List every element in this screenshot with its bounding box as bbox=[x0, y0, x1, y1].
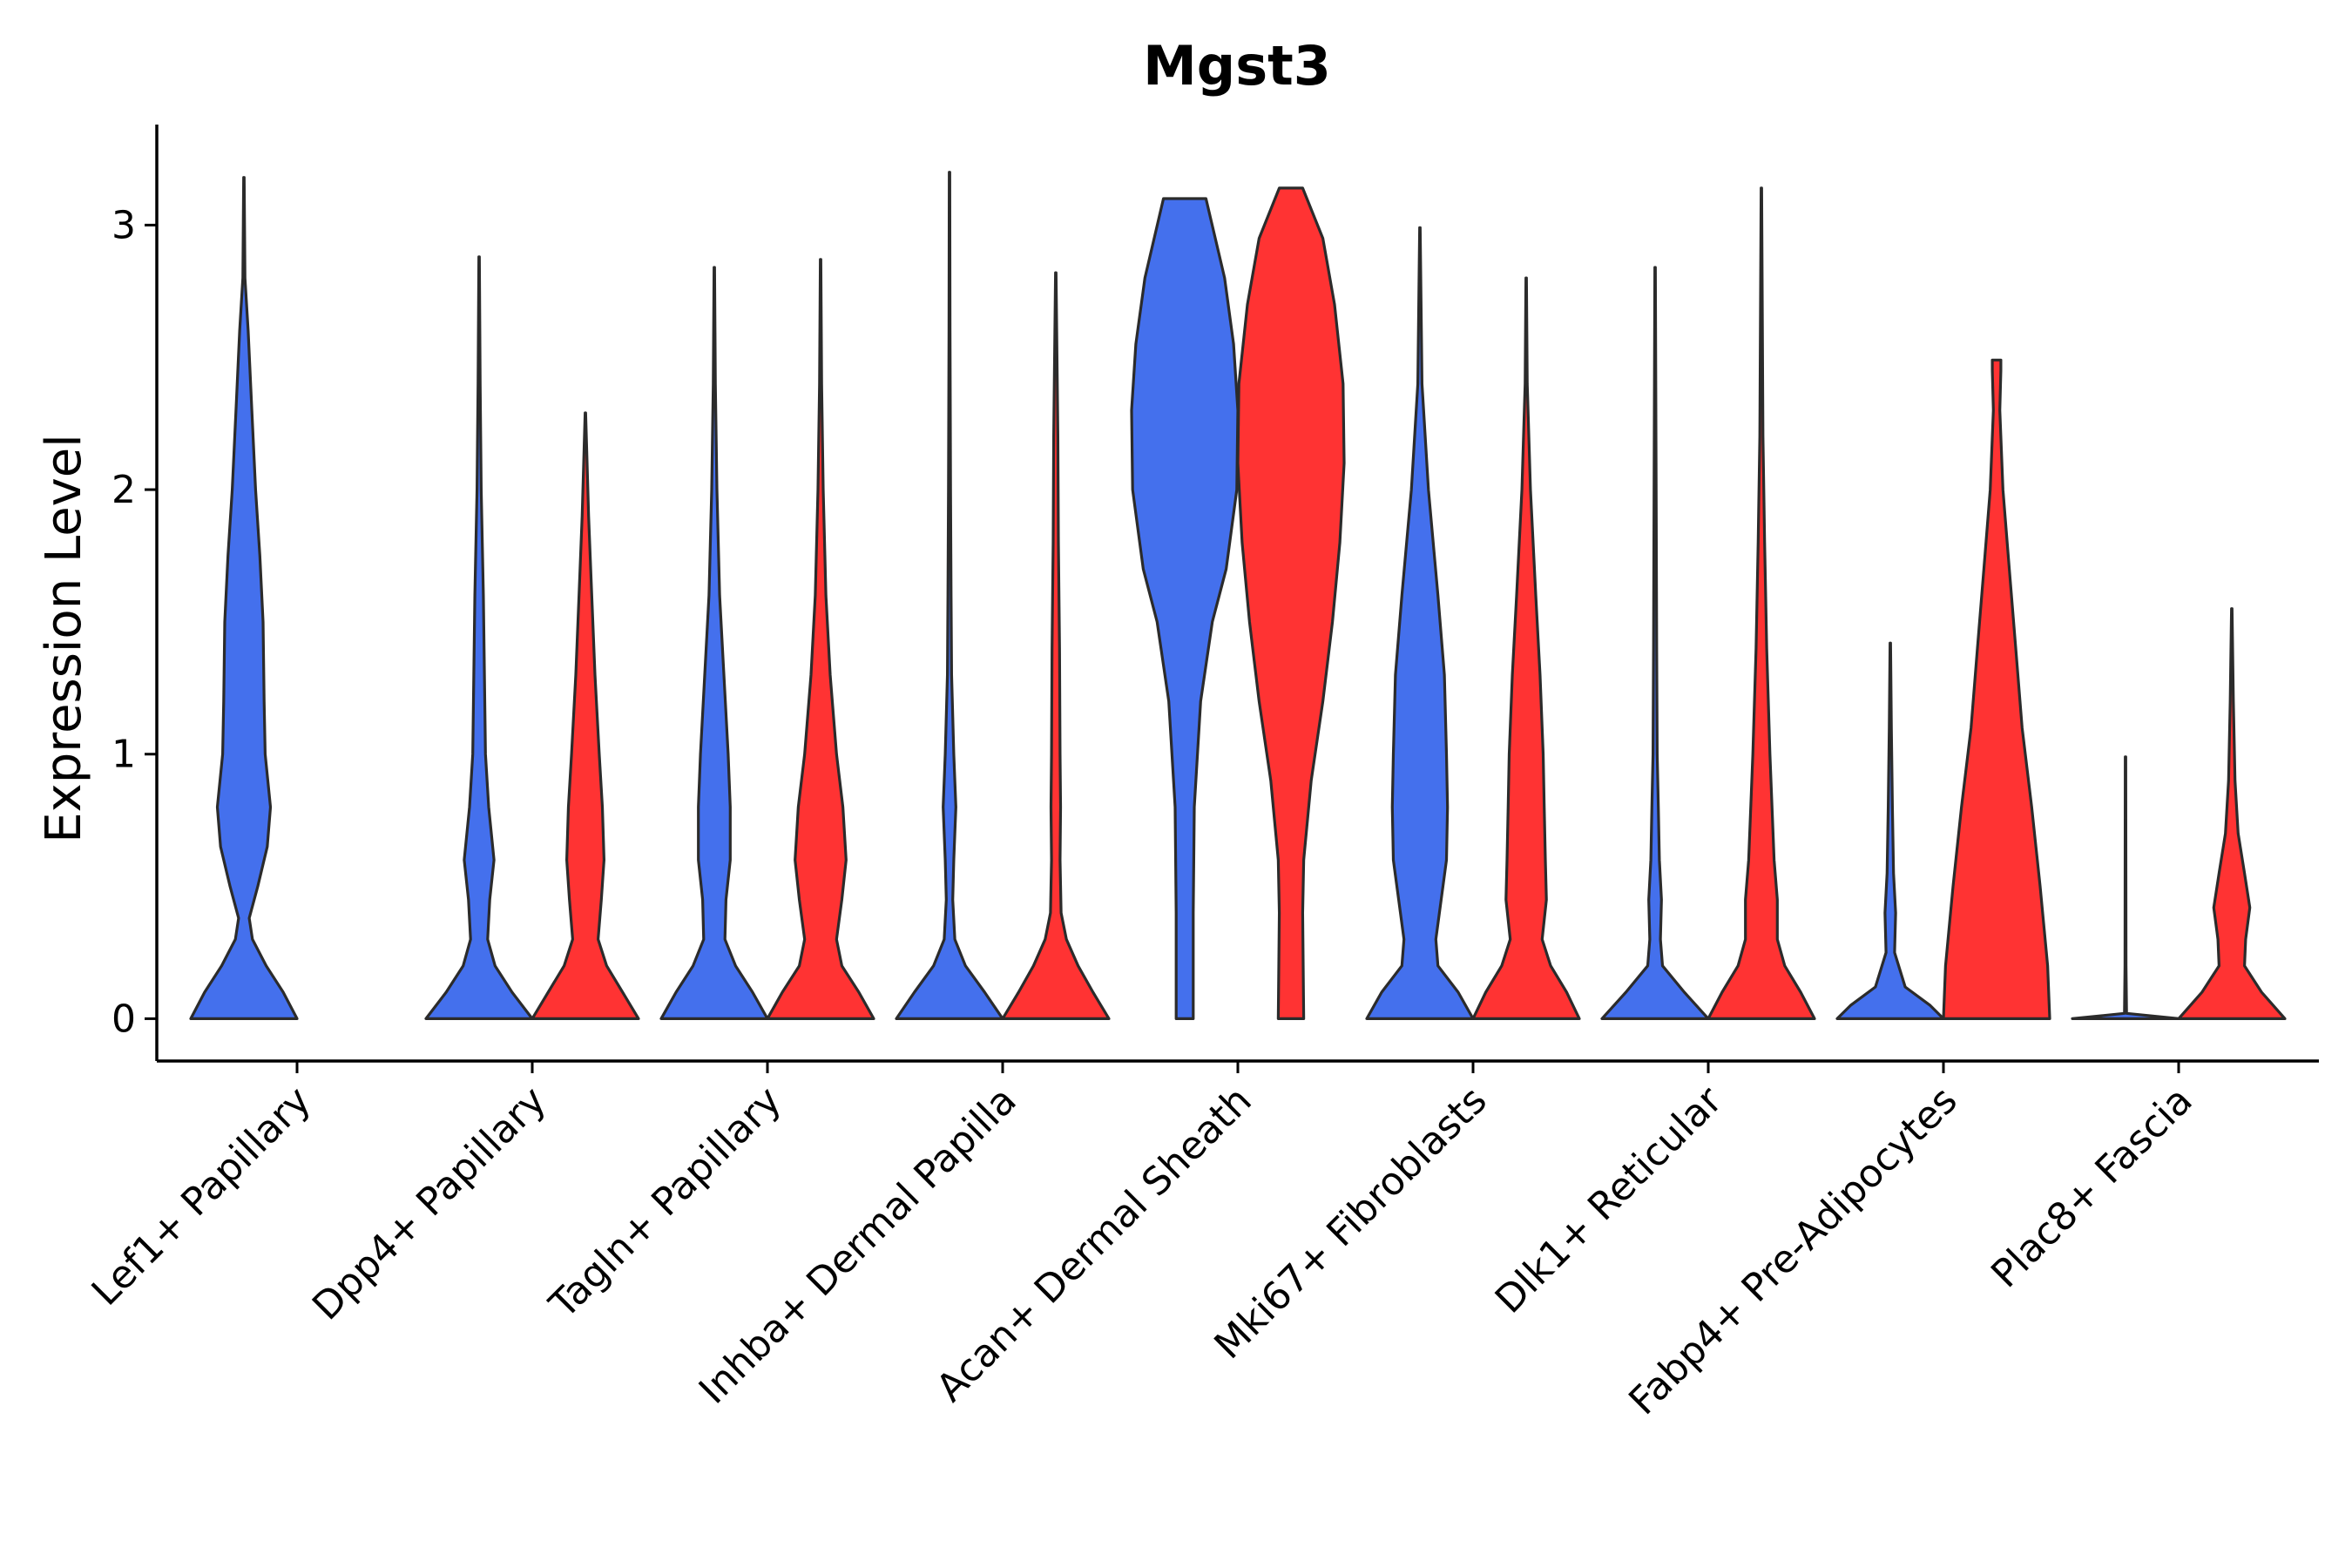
violin-plac8-fascia-group-1 bbox=[2071, 755, 2180, 1020]
violin-inhba-dermal-papilla-group-2 bbox=[1001, 271, 1111, 1020]
x-tick-label-lef1-papillary: Lef1+ Papillary bbox=[84, 1078, 320, 1315]
chart-title: Mgst3 bbox=[1143, 34, 1331, 98]
violin-fabp4-pre-adipocytes-group-2 bbox=[1942, 358, 2051, 1020]
violin-mki67-fibroblasts-group-1 bbox=[1365, 226, 1475, 1020]
violin-lef1-papillary-group-1 bbox=[189, 176, 299, 1020]
x-tick-label-dlk1-reticular: Dlk1+ Reticular bbox=[1487, 1078, 1732, 1322]
x-tick-label-tagln-papillary: Tagln+ Papillary bbox=[541, 1078, 790, 1328]
y-tick-label: 0 bbox=[112, 997, 136, 1041]
y-tick-label: 3 bbox=[112, 203, 136, 247]
violin-dlk1-reticular-group-2 bbox=[1707, 186, 1816, 1020]
violin-dpp4-papillary-group-1 bbox=[424, 255, 534, 1020]
y-axis-ticks: 0 1 2 3 bbox=[112, 203, 157, 1041]
x-tick-label-plac8-fascia: Plac8+ Fascia bbox=[1983, 1078, 2201, 1297]
violin-layer bbox=[189, 171, 2287, 1020]
violin-acan-dermal-sheath-group-2 bbox=[1236, 186, 1346, 1020]
violin-dlk1-reticular-group-1 bbox=[1600, 266, 1710, 1020]
violin-dpp4-papillary-group-2 bbox=[531, 411, 640, 1020]
violin-acan-dermal-sheath-group-1 bbox=[1130, 197, 1240, 1020]
violin-mki67-fibroblasts-group-2 bbox=[1471, 276, 1581, 1020]
violin-plac8-fascia-group-2 bbox=[2177, 607, 2287, 1020]
x-tick-label-dpp4-papillary: Dpp4+ Papillary bbox=[304, 1078, 555, 1329]
x-tick-label-mki67-fibroblasts: Mki67+ Fibroblasts bbox=[1206, 1078, 1495, 1368]
y-axis-label: Expression Level bbox=[36, 434, 92, 843]
violin-fabp4-pre-adipocytes-group-1 bbox=[1835, 641, 1945, 1020]
violin-inhba-dermal-papilla-group-1 bbox=[895, 171, 1004, 1020]
violin-tagln-papillary-group-2 bbox=[766, 258, 875, 1020]
y-tick-label: 1 bbox=[112, 733, 136, 777]
y-tick-label: 2 bbox=[112, 468, 136, 512]
violin-tagln-papillary-group-1 bbox=[659, 266, 769, 1020]
